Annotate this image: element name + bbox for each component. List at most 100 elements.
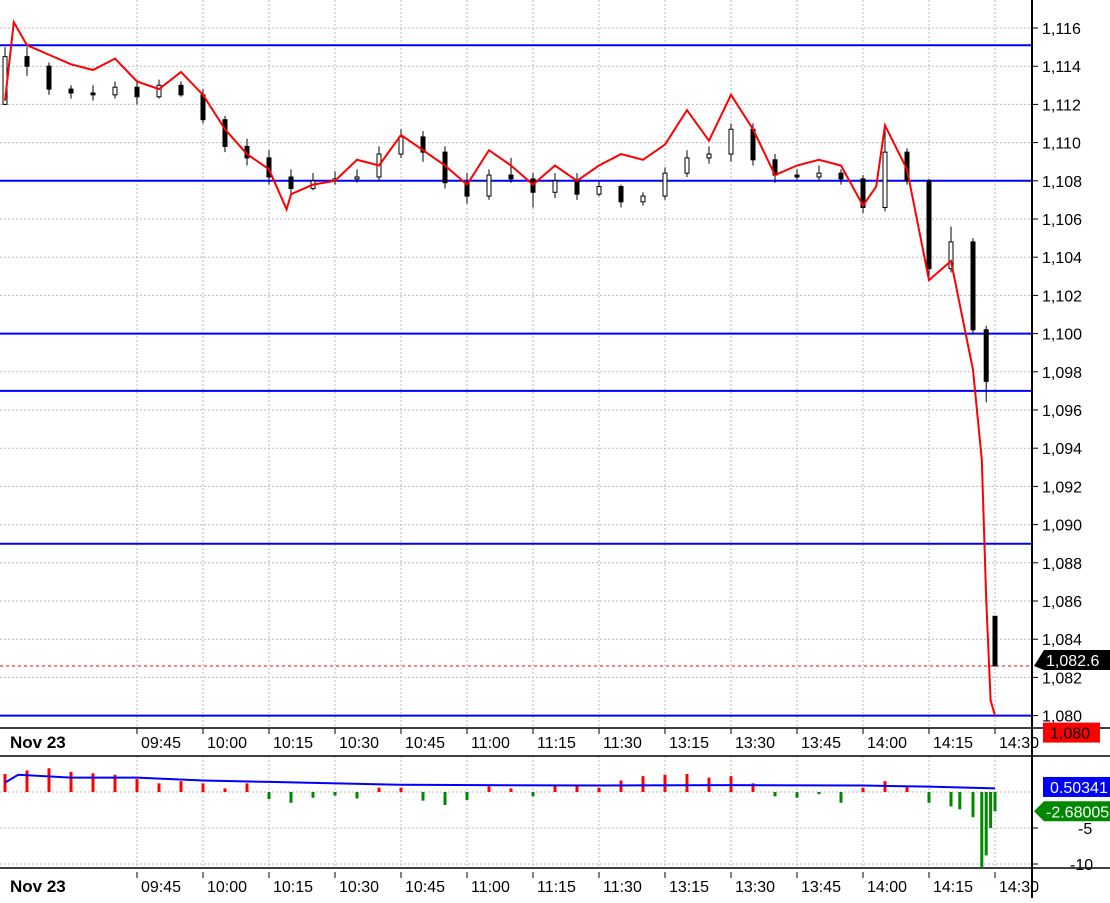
x-tick-label: 14:15: [933, 879, 973, 896]
x-tick-label: 11:00: [471, 735, 510, 752]
y-tick-label: -10: [1070, 857, 1093, 874]
indicator-line-label: 0.50341: [1050, 780, 1108, 797]
x-tick-label: 11:30: [603, 735, 642, 752]
indicator-bar: [993, 792, 997, 812]
indicator-bar: [25, 770, 29, 792]
candle-body: [420, 136, 426, 153]
candle-body: [68, 88, 74, 94]
price-line-path: [4, 19, 996, 716]
y-tick-label: 1,080: [1042, 709, 1082, 726]
indicator-bar: [575, 786, 579, 792]
indicator-bar: [135, 779, 139, 792]
x-tick-label: 14:15: [933, 735, 973, 752]
y-tick-label: 1,096: [1042, 403, 1082, 420]
y-tick-label: 1,082: [1042, 670, 1082, 687]
candle-body: [706, 153, 712, 159]
x-tick-label: 10:30: [339, 735, 379, 752]
candle-body: [222, 119, 228, 147]
horizontal-levels[interactable]: [0, 44, 1032, 717]
indicator-bar: [685, 774, 689, 792]
y-tick-label: 1,104: [1042, 250, 1082, 267]
date-label: Nov 23: [10, 877, 66, 896]
x-tick-label: 10:15: [273, 735, 313, 752]
indicator-bar-label: -2.68005: [1046, 804, 1109, 821]
indicator-bar: [949, 792, 953, 807]
x-tick-label: 09:45: [141, 879, 181, 896]
x-tick-label: 10:15: [273, 879, 313, 896]
y-tick-label: 1,102: [1042, 288, 1082, 305]
indicator-bar: [91, 773, 95, 792]
line-last-tag: [1043, 722, 1100, 743]
candle-body: [288, 176, 294, 189]
candle-body: [662, 172, 668, 197]
indicator-bar: [223, 788, 227, 792]
candle-body: [156, 84, 162, 98]
candle-body: [46, 65, 52, 90]
y-tick-label: 1,088: [1042, 556, 1082, 573]
x-tick-label: 13:30: [735, 879, 775, 896]
price-tags: 1,082.6 1,080 0.50341 -2.68005: [1034, 649, 1110, 822]
x-tick-label: 13:15: [669, 735, 709, 752]
x-tick-label: 11:30: [603, 879, 642, 896]
x-tick-label: 09:45: [141, 735, 181, 752]
candles: [2, 47, 998, 667]
candle-body: [24, 56, 30, 67]
candle-body: [860, 178, 866, 209]
indicator-line: [4, 773, 996, 790]
indicator-bar: [971, 792, 975, 818]
candle-body: [728, 128, 734, 155]
indicator-bar: [421, 792, 425, 801]
candle-body: [112, 86, 118, 96]
date-label: Nov 23: [10, 733, 66, 752]
indicator-panel: [3, 768, 997, 867]
x-tick-label: 13:30: [735, 735, 775, 752]
x-tick-label: 11:00: [471, 879, 510, 896]
y-tick-label: 1,110: [1042, 136, 1081, 153]
y-tick-label: 1,084: [1042, 632, 1082, 649]
x-tick-label: 14:00: [867, 879, 907, 896]
indicator-bar: [47, 768, 51, 792]
y-tick-label: 1,106: [1042, 212, 1082, 229]
candle-body: [552, 180, 558, 193]
indicator-bar: [989, 792, 993, 828]
indicator-bar: [958, 792, 962, 810]
y-tick-label: 1,114: [1042, 59, 1081, 76]
indicator-bar: [443, 792, 447, 805]
indicator-bar: [817, 792, 821, 795]
indicator-bar: [641, 776, 645, 792]
candle-body: [464, 182, 470, 197]
x-tick-label: 11:15: [537, 735, 576, 752]
indicator-bar: [509, 788, 513, 792]
candle-body: [970, 241, 976, 331]
x-tick-label: 14:30: [999, 879, 1039, 896]
grid: [0, 0, 1032, 868]
candle-body: [794, 174, 800, 178]
indicator-bar: [333, 792, 337, 796]
indicator-bar: [487, 786, 491, 792]
last-price-tag: [1034, 649, 1110, 670]
x-tick-label: 14:30: [999, 735, 1039, 752]
line-last-label: 1,080: [1050, 726, 1090, 743]
x-tick-label: 11:15: [537, 879, 576, 896]
candle-body: [574, 180, 580, 195]
candle-body: [178, 84, 184, 96]
indicator-bar: [773, 792, 777, 797]
indicator-bar: [157, 783, 161, 792]
indicator-bar: [289, 792, 293, 803]
candle-body: [948, 241, 954, 270]
indicator-bar: [553, 785, 557, 792]
indicator-bar: [311, 792, 315, 798]
indicator-bar: [984, 792, 988, 856]
y-tick-label: 1,100: [1042, 327, 1082, 344]
indicator-bar: [795, 792, 799, 798]
y-tick-label: 1,098: [1042, 365, 1082, 382]
indicator-bar: [597, 787, 601, 792]
candle-body: [983, 329, 989, 382]
x-tick-label: 13:45: [801, 879, 841, 896]
y-tick-label: 1,116: [1042, 21, 1081, 38]
x-tick-label: 13:15: [669, 879, 709, 896]
indicator-bar: [201, 783, 205, 792]
y-tick-label: 1,090: [1042, 518, 1082, 535]
